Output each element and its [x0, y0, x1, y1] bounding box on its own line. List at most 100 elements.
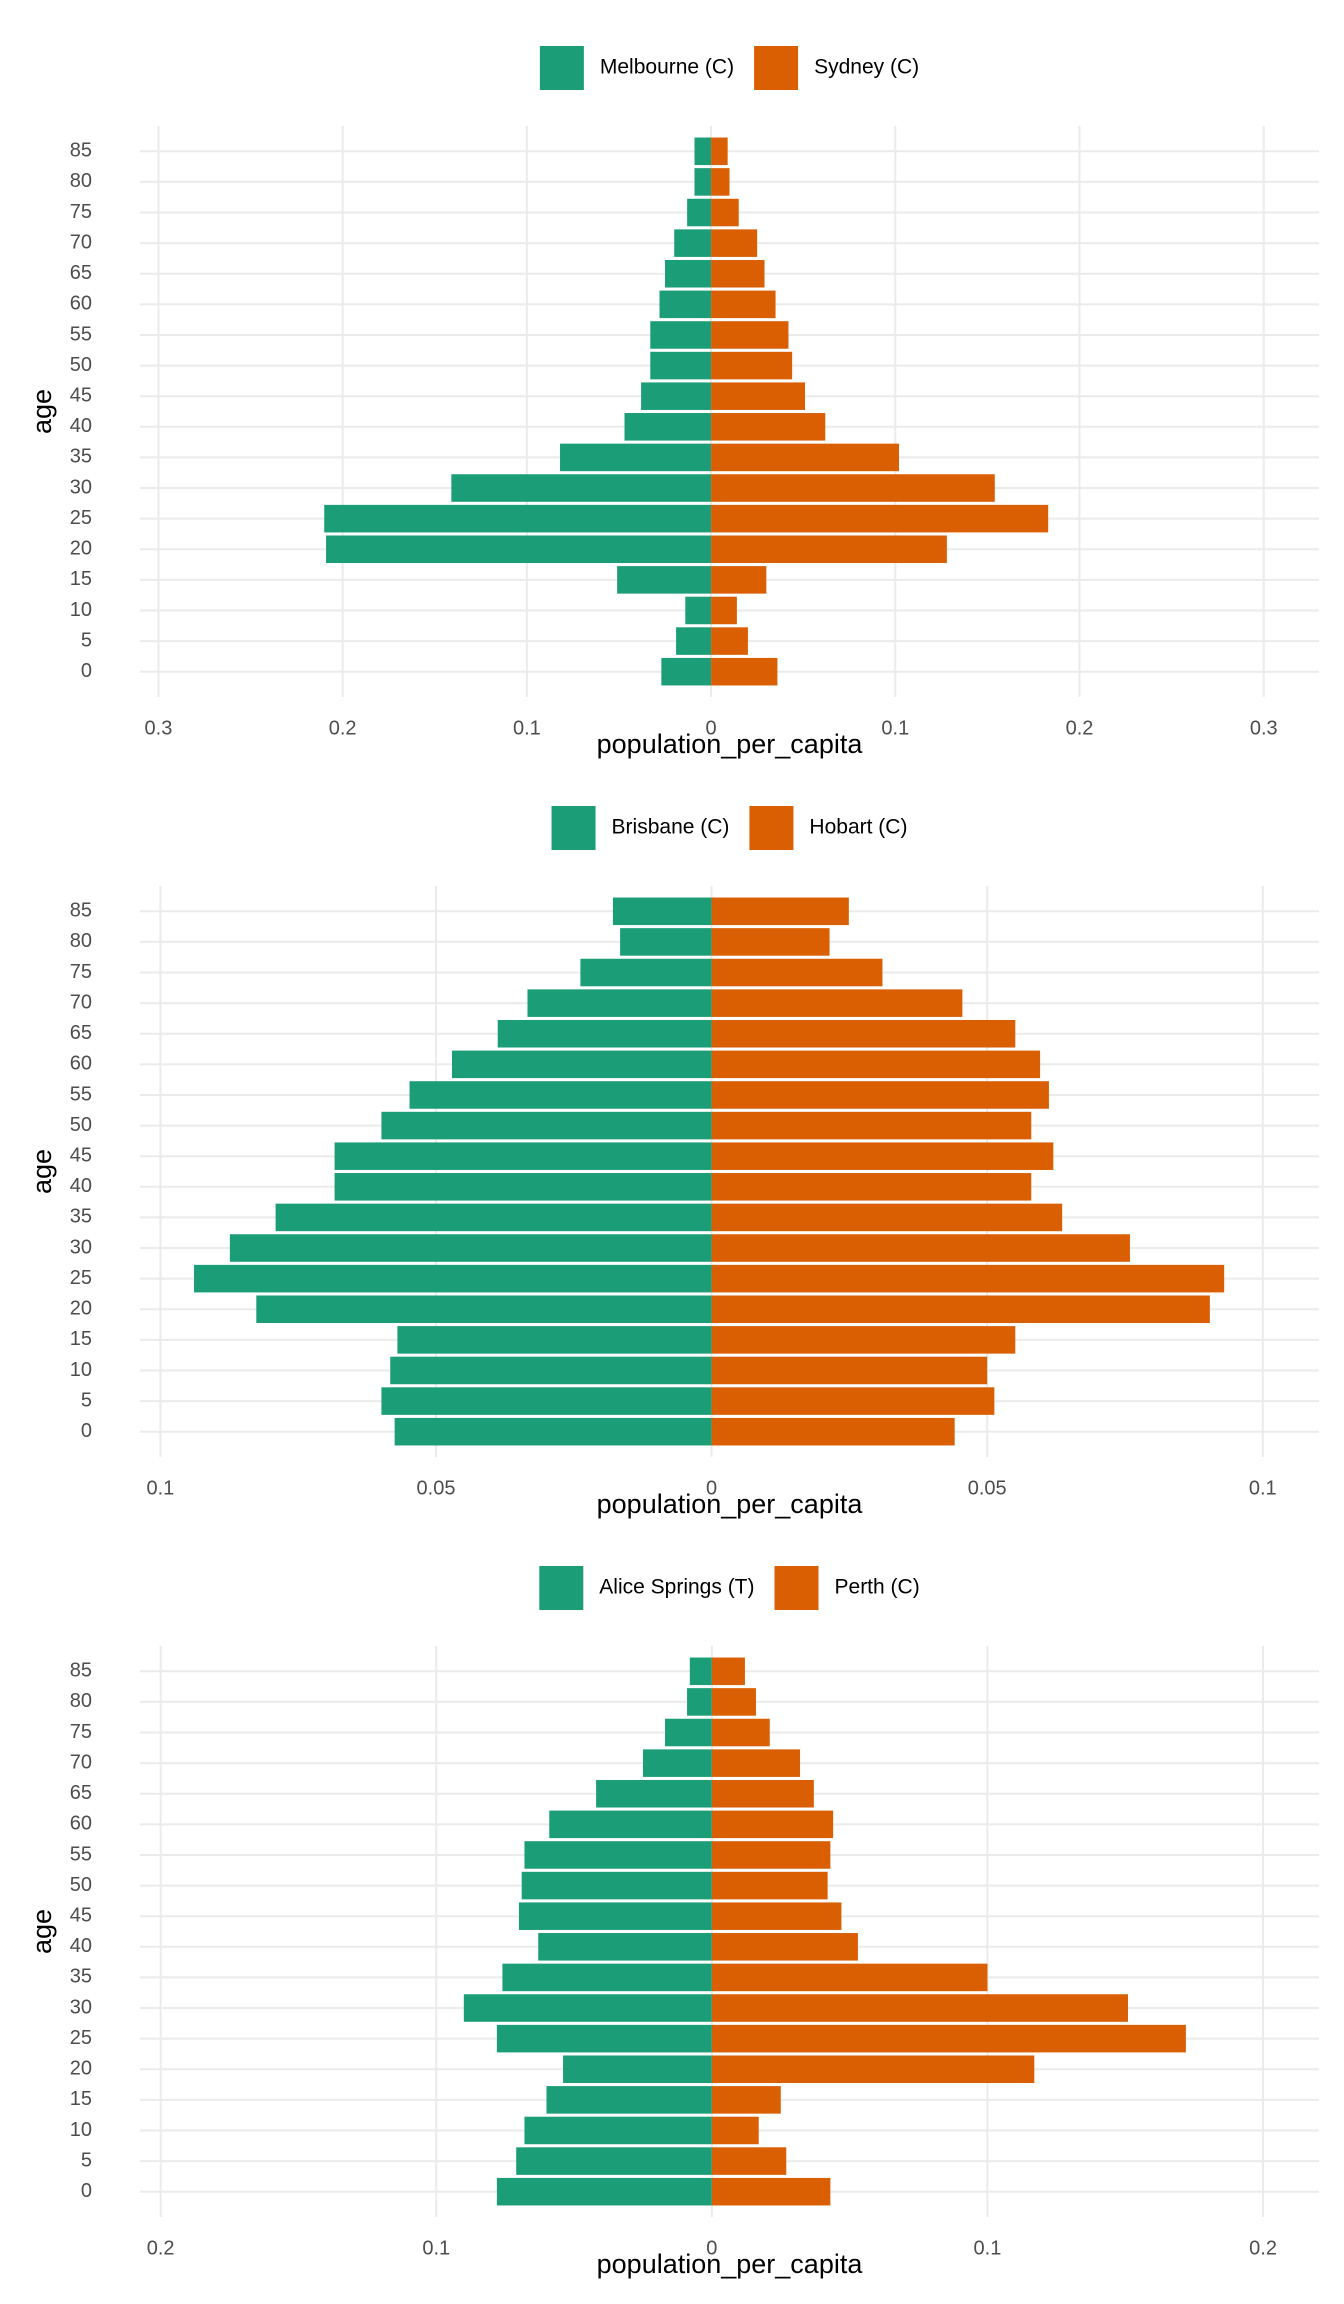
bar	[711, 2055, 1035, 2084]
x-tick-label: 0.3	[1250, 717, 1278, 739]
bar	[665, 259, 712, 288]
bar	[394, 1417, 712, 1446]
bar	[711, 198, 739, 227]
x-tick-label: 0	[706, 2237, 717, 2259]
bar	[711, 1173, 1032, 1201]
y-tick-label: 25	[70, 507, 92, 529]
x-tick-label: 0.1	[146, 1477, 174, 1499]
bar	[711, 657, 778, 686]
bar	[546, 2086, 712, 2114]
bar	[334, 1142, 712, 1170]
bar	[711, 259, 765, 288]
bar	[390, 1356, 712, 1385]
y-tick-label: 15	[70, 568, 92, 590]
y-tick-label: 15	[70, 2088, 92, 2110]
legend-label: Hobart (C)	[809, 816, 907, 839]
y-tick-label: 65	[70, 1782, 92, 1804]
y-tick-label: 45	[70, 1904, 92, 1926]
y-tick-label: 85	[70, 900, 92, 922]
bar	[711, 351, 793, 380]
y-tick-label: 70	[70, 991, 92, 1013]
x-tick-label: 0	[706, 1477, 717, 1499]
bar	[596, 1779, 712, 1808]
y-tick-label: 80	[70, 170, 92, 192]
y-axis-title: age	[27, 1149, 57, 1194]
y-tick-label: 75	[70, 1721, 92, 1743]
y-tick-label: 60	[70, 1053, 92, 1075]
y-tick-label: 5	[81, 2149, 92, 2171]
y-tick-label: 50	[70, 1114, 92, 1136]
y-tick-label: 35	[70, 1206, 92, 1228]
bar	[711, 137, 728, 166]
bar	[275, 1203, 712, 1232]
bar	[563, 2055, 712, 2084]
bar	[711, 1871, 828, 1900]
bar	[397, 1326, 712, 1354]
bar	[711, 1933, 858, 1961]
x-tick-label: 0.2	[1249, 2237, 1277, 2259]
x-tick-label: 0.05	[417, 1477, 456, 1499]
y-tick-label: 50	[70, 1874, 92, 1896]
bar	[711, 504, 1049, 533]
legend-swatch	[754, 46, 799, 90]
bar	[711, 1234, 1130, 1262]
legend-label: Perth (C)	[835, 1576, 920, 1599]
y-tick-label: 25	[70, 2027, 92, 2049]
bar	[711, 1264, 1225, 1293]
x-tick-label: 0.1	[1249, 1477, 1277, 1499]
bar	[324, 504, 712, 533]
bar	[711, 1994, 1129, 2022]
bar	[381, 1387, 712, 1415]
bar	[711, 1810, 834, 1839]
bar	[194, 1264, 712, 1293]
bar	[650, 321, 712, 349]
bar	[711, 321, 789, 349]
bar	[711, 2147, 787, 2175]
y-tick-label: 65	[70, 262, 92, 284]
bar	[516, 2147, 712, 2175]
bar	[381, 1111, 712, 1140]
bar	[711, 989, 963, 1017]
bar	[685, 596, 712, 625]
y-tick-label: 75	[70, 961, 92, 983]
bar	[711, 382, 806, 410]
y-tick-label: 30	[70, 1996, 92, 2018]
legend-swatch	[539, 46, 584, 90]
x-tick-label: 0.1	[974, 2237, 1002, 2259]
bar	[711, 596, 737, 625]
bar	[711, 443, 899, 472]
bar	[711, 1718, 770, 1747]
y-tick-label: 0	[81, 660, 92, 682]
chart-panel: 0 5 10 15 20 25 30 35 40 45 50 55 60 65 70 75 80 85 0.3 0.2…	[27, 46, 1319, 759]
y-tick-label: 20	[70, 1298, 92, 1320]
legend-swatch	[551, 806, 596, 850]
bar	[711, 1749, 801, 1777]
bar	[711, 958, 883, 987]
y-tick-label: 80	[70, 1690, 92, 1712]
bar	[521, 1871, 712, 1900]
y-tick-label: 70	[70, 231, 92, 253]
y-axis-title: age	[27, 389, 57, 434]
y-tick-label: 30	[70, 476, 92, 498]
chart-panel: 0 5 10 15 20 25 30 35 40 45 50 55 60 65 70 75 80 85 0.1 0.0…	[27, 806, 1319, 1519]
legend-swatch	[539, 1566, 584, 1610]
bar	[617, 566, 712, 594]
y-tick-label: 45	[70, 1144, 92, 1166]
bar	[527, 989, 712, 1017]
y-tick-label: 40	[70, 415, 92, 437]
y-tick-label: 0	[81, 2180, 92, 2202]
bar	[560, 443, 712, 472]
bar	[334, 1173, 712, 1201]
bar	[711, 1963, 988, 1992]
y-tick-label: 75	[70, 201, 92, 223]
y-tick-label: 0	[81, 1420, 92, 1442]
bar	[612, 897, 712, 926]
bar	[496, 2024, 712, 2053]
bar	[650, 351, 712, 380]
y-tick-label: 10	[70, 599, 92, 621]
bar	[711, 1111, 1032, 1140]
bar	[711, 229, 758, 257]
x-tick-label: 0.1	[513, 717, 541, 739]
bar	[538, 1933, 712, 1961]
y-tick-label: 70	[70, 1751, 92, 1773]
